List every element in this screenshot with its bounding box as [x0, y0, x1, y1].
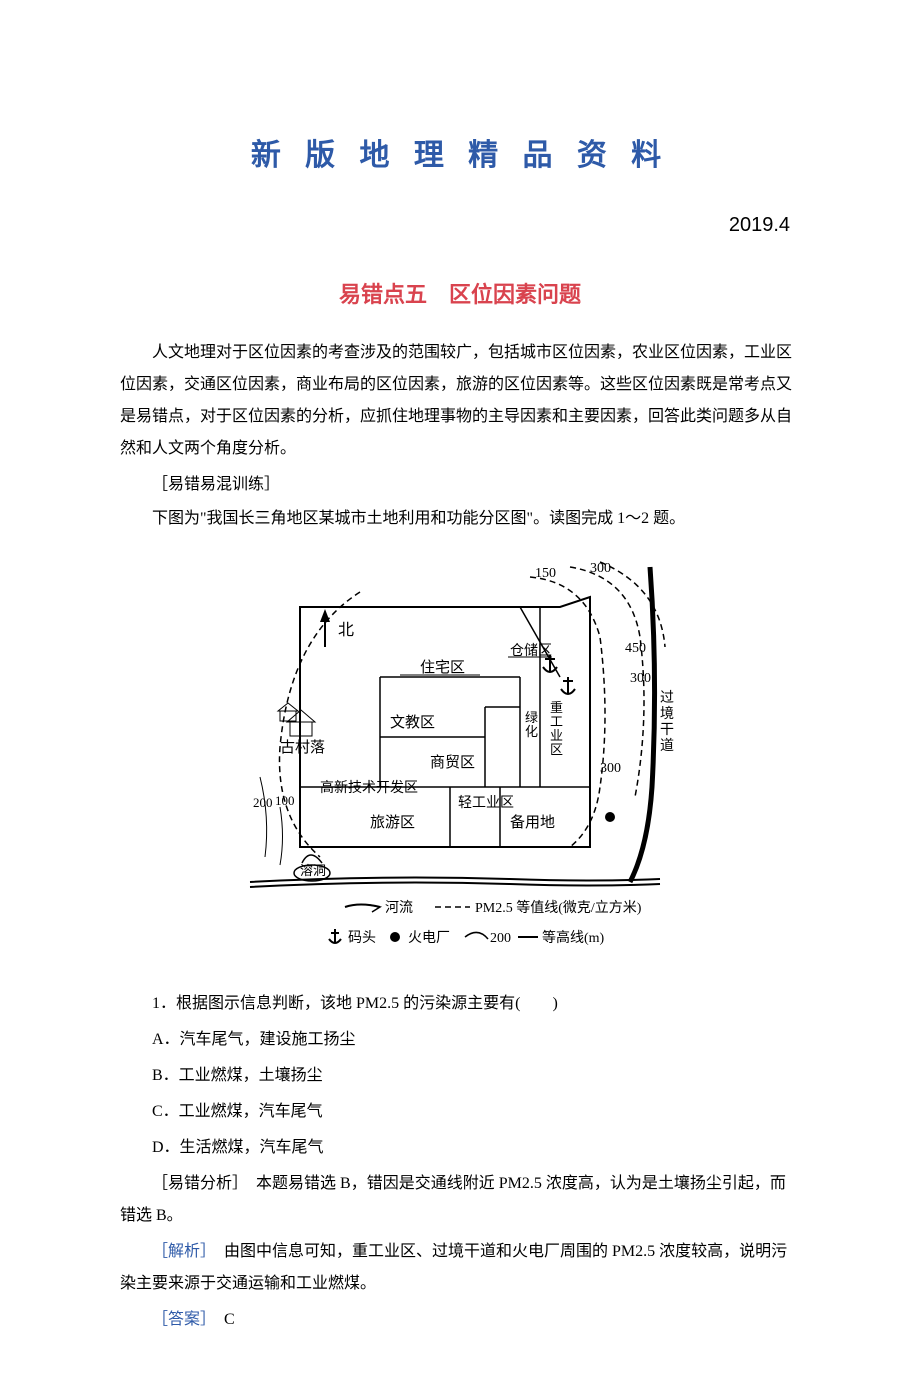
pm25-val-3: 450: [625, 641, 646, 656]
pm25-val-5: 300: [600, 761, 621, 776]
q1-stem: 1．根据图示信息判断，该地 PM2.5 的污染源主要有( ): [120, 988, 800, 1020]
label-residential: 住宅区: [420, 659, 465, 676]
training-label: ［易错易混训练］: [120, 469, 800, 501]
power-plant-icon: [605, 812, 615, 822]
contour-val-2: 100: [275, 793, 295, 808]
main-title: 新 版 地 理 精 品 资 料: [120, 130, 800, 174]
q1-opt-a: A．汽车尾气，建设施工扬尘: [120, 1024, 800, 1056]
label-spare: 备用地: [510, 814, 555, 831]
pm25-val-1: 150: [535, 566, 556, 581]
legend-contour: 等高线(m): [542, 929, 605, 946]
stem-intro: 下图为"我国长三角地区某城市土地利用和功能分区图"。读图完成 1～2 题。: [120, 503, 800, 535]
legend: 河流 PM2.5 等值线(微克/立方米) 码头 火电厂 200 等高线(m): [329, 899, 642, 946]
diagram-container: 北: [120, 547, 800, 972]
label-heavy-ind: 重工业区: [550, 700, 563, 757]
label-tourism: 旅游区: [370, 814, 415, 831]
q1-analysis: ［解析］ 由图中信息可知，重工业区、过境干道和火电厂周围的 PM2.5 浓度较高…: [120, 1236, 800, 1300]
label-commerce: 商贸区: [430, 754, 475, 771]
legend-dock: 码头: [348, 930, 376, 946]
north-label: 北: [338, 621, 354, 639]
legend-pm25: PM2.5 等值线(微克/立方米): [475, 899, 642, 916]
q1-answer: ［答案］ C: [120, 1304, 800, 1336]
label-cave: 溶洞: [300, 863, 326, 878]
answer-label: ［答案］: [152, 1311, 208, 1328]
section-title: 易错点五 区位因素问题: [120, 277, 800, 309]
legend-dock-icon: [329, 929, 341, 943]
q1-opt-d: D．生活燃煤，汽车尾气: [120, 1132, 800, 1164]
intro-paragraph: 人文地理对于区位因素的考查涉及的范围较广，包括城市区位因素，农业区位因素，工业区…: [120, 337, 800, 465]
page: 新 版 地 理 精 品 资 料 2019.4 易错点五 区位因素问题 人文地理对…: [0, 0, 920, 1400]
legend-contour-val: 200: [490, 931, 511, 946]
legend-power-icon: [390, 932, 400, 942]
label-culture-edu: 文教区: [390, 714, 435, 731]
q1-error-analysis: ［易错分析］ 本题易错选 B，错因是交通线附近 PM2.5 浓度高，认为是土壤扬…: [120, 1168, 800, 1232]
pm25-val-2: 300: [590, 561, 611, 576]
dock-icon-2: [561, 677, 575, 694]
label-village: 古村落: [280, 739, 325, 756]
label-hightech: 高新技术开发区: [320, 779, 418, 796]
analysis-label: ［解析］: [152, 1243, 208, 1260]
q1-opt-c: C．工业燃煤，汽车尾气: [120, 1096, 800, 1128]
legend-power: 火电厂: [408, 930, 450, 946]
analysis-text: 由图中信息可知，重工业区、过境干道和火电厂周围的 PM2.5 浓度较高，说明污染…: [120, 1243, 787, 1292]
label-green: 绿化: [525, 710, 538, 739]
legend-river: 河流: [385, 900, 413, 916]
answer-text: C: [208, 1311, 235, 1328]
contour-val-1: 200: [253, 795, 273, 810]
q1-opt-b: B．工业燃煤，土壤扬尘: [120, 1060, 800, 1092]
pm25-val-4: 300: [630, 671, 651, 686]
label-road: 过境干道: [660, 690, 674, 754]
city-zoning-diagram: 北: [230, 547, 690, 967]
err-label: ［易错分析］: [152, 1175, 240, 1192]
date: 2019.4: [120, 214, 800, 237]
label-light-ind: 轻工业区: [458, 795, 514, 811]
